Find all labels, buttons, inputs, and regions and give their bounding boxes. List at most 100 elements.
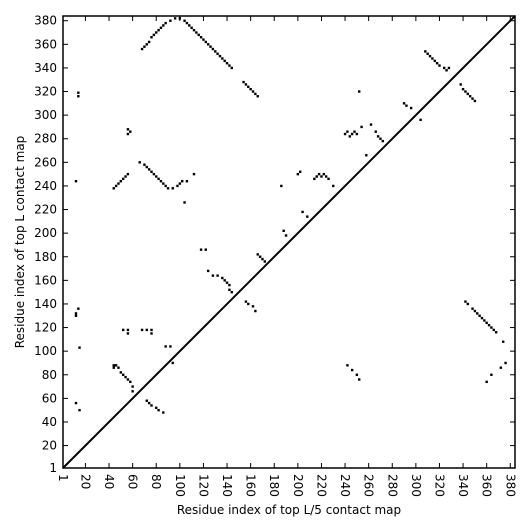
contact-point: [145, 399, 148, 402]
contact-point: [468, 95, 472, 98]
contact-point: [78, 346, 81, 349]
x-tick-label: 320: [432, 474, 446, 497]
contact-point: [164, 184, 167, 188]
contact-point: [147, 168, 151, 171]
contact-point: [114, 364, 118, 367]
y-tick-label: 320: [34, 85, 57, 99]
contact-point: [126, 332, 130, 335]
contact-point: [152, 33, 156, 37]
contact-point: [487, 324, 491, 327]
y-tick-label: 40: [42, 415, 57, 429]
contact-point: [209, 45, 212, 48]
x-tick-label: 200: [291, 474, 305, 497]
contact-point: [483, 319, 486, 322]
contact-point: [145, 43, 148, 46]
contact-point: [350, 132, 354, 136]
contact-point: [74, 312, 78, 315]
contact-point: [126, 378, 130, 381]
contact-point: [119, 180, 123, 183]
contact-point: [143, 163, 146, 166]
contact-point: [112, 364, 115, 367]
plot-frame: [62, 15, 516, 469]
contact-point: [173, 17, 177, 20]
contact-point: [155, 406, 158, 410]
contact-point: [171, 361, 174, 365]
contact-point: [466, 302, 469, 306]
contact-point: [301, 210, 304, 214]
y-tick-label: 240: [34, 179, 57, 193]
contact-point: [433, 59, 436, 63]
contact-point: [405, 104, 408, 107]
contact-point: [261, 257, 264, 261]
contact-point: [230, 66, 233, 70]
contact-point: [140, 328, 144, 332]
contact-point: [492, 328, 495, 332]
contact-point: [256, 95, 259, 98]
diagonal-line: [62, 15, 516, 469]
contact-point: [206, 269, 210, 273]
contact-point: [476, 312, 479, 315]
contact-point: [171, 187, 174, 190]
contact-point: [190, 26, 193, 29]
y-tick-label: 140: [34, 297, 57, 311]
contact-point: [322, 172, 326, 176]
contact-point: [225, 281, 229, 284]
contact-point: [379, 137, 382, 140]
contact-point: [152, 172, 156, 176]
contact-point: [244, 300, 248, 303]
y-tick-label: 20: [42, 439, 57, 453]
y-tick-label: 340: [34, 61, 57, 75]
contact-point: [502, 340, 505, 343]
x-tick-label: 60: [126, 474, 140, 489]
contact-point: [464, 90, 467, 93]
y-tick-label: 1: [49, 461, 57, 475]
y-tick-label: 60: [42, 391, 57, 405]
y-tick-label: 300: [34, 108, 57, 122]
contact-point: [346, 130, 349, 133]
contact-point: [188, 24, 191, 27]
contact-point: [306, 215, 309, 218]
x-tick-label: 380: [503, 474, 517, 497]
contact-point: [485, 321, 488, 325]
contact-point: [159, 26, 163, 29]
x-tick-label: 1: [56, 474, 70, 482]
contact-point: [138, 161, 141, 164]
contact-point: [129, 130, 132, 133]
contact-point: [431, 57, 434, 60]
contact-point: [258, 255, 262, 258]
contact-point: [473, 99, 477, 103]
contact-point: [140, 47, 144, 51]
contact-point: [162, 182, 165, 185]
contact-point: [74, 314, 78, 317]
contact-point: [150, 404, 153, 407]
contact-point: [192, 172, 196, 176]
contact-point: [183, 201, 186, 204]
y-tick-label: 260: [34, 155, 57, 169]
contact-point: [192, 28, 196, 32]
x-tick-label: 220: [314, 474, 328, 497]
contact-point: [360, 125, 363, 129]
y-axis-ticks: 1204060801001201401601802002202402602803…: [34, 14, 515, 475]
contact-point: [117, 366, 120, 369]
contact-point: [121, 177, 125, 181]
contact-point: [435, 62, 439, 65]
contact-point: [147, 40, 151, 44]
contact-point: [162, 411, 165, 414]
contact-point: [490, 373, 493, 376]
x-tick-label: 160: [244, 474, 258, 497]
contact-point: [402, 102, 406, 105]
contact-point: [230, 290, 233, 294]
contact-point: [162, 24, 165, 27]
x-tick-label: 180: [267, 474, 281, 497]
contact-point: [358, 90, 361, 93]
contact-point: [249, 87, 252, 91]
contact-point: [169, 19, 172, 22]
contact-point: [242, 80, 245, 84]
contact-point: [426, 52, 429, 55]
contact-point: [263, 260, 267, 263]
contact-point: [124, 175, 127, 178]
contact-point: [473, 309, 477, 313]
contact-point: [183, 19, 186, 22]
contact-point: [355, 373, 359, 376]
y-tick-label: 220: [34, 203, 57, 217]
